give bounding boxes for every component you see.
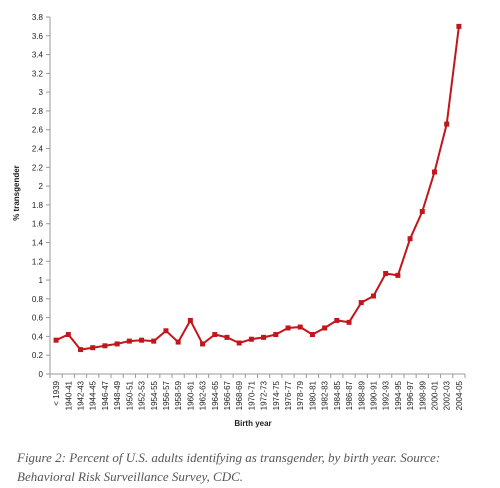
- data-point: [261, 334, 267, 340]
- data-point: [444, 121, 450, 127]
- data-point: [285, 325, 291, 331]
- x-tick-label: 1962-63: [199, 380, 208, 410]
- data-point: [407, 236, 413, 242]
- x-tick-label: 1992-93: [382, 380, 391, 410]
- y-tick-label: 2: [39, 182, 44, 191]
- x-tick-label: 2004-05: [455, 380, 464, 410]
- x-tick-label: 1946-47: [101, 380, 110, 410]
- series-transgender: [53, 23, 462, 353]
- x-tick-label: 1970-71: [247, 380, 256, 410]
- y-tick-label: 0: [39, 370, 44, 379]
- data-point: [187, 317, 193, 323]
- y-tick-label: 1.2: [32, 257, 44, 266]
- x-tick-label: 1944-45: [89, 380, 98, 410]
- data-point: [334, 317, 340, 323]
- y-tick-label: 0.6: [32, 314, 44, 323]
- data-point: [114, 341, 120, 347]
- x-tick-label: 1954-55: [150, 380, 159, 410]
- data-point: [90, 345, 96, 351]
- x-tick-label: 2000-01: [430, 380, 439, 410]
- data-point: [200, 341, 206, 347]
- data-point: [212, 332, 218, 338]
- data-point: [175, 339, 181, 345]
- y-tick-label: 0.2: [32, 351, 44, 360]
- data-point: [322, 325, 328, 331]
- y-tick-label: 0.4: [32, 332, 44, 341]
- y-tick-label: 1.8: [32, 201, 44, 210]
- data-point: [395, 272, 401, 278]
- x-tick-label: 1974-75: [272, 380, 281, 410]
- x-tick-label: 1990-91: [369, 380, 378, 410]
- x-tick-label: 1998-99: [418, 380, 427, 410]
- y-tick-label: 0.8: [32, 295, 44, 304]
- x-tick-label: 1972-73: [260, 380, 269, 410]
- x-tick-label: 1968-69: [235, 380, 244, 410]
- x-tick-label: 1984-85: [333, 380, 342, 410]
- y-tick-label: 2.2: [32, 163, 44, 172]
- x-tick-label: 1958-59: [174, 380, 183, 410]
- x-axis-title: Birth year: [234, 419, 271, 428]
- y-tick-label: 3: [39, 88, 44, 97]
- x-tick-label: 1988-89: [357, 380, 366, 410]
- data-point: [139, 337, 145, 343]
- x-tick-label: 1964-65: [211, 380, 220, 410]
- x-tick-label: 2002-03: [443, 380, 452, 410]
- data-point: [151, 338, 157, 344]
- data-point: [456, 23, 462, 29]
- x-axis: < 1939 1940-41 1942-43 1944-45 1946-47 1948-4…: [49, 373, 466, 410]
- y-tick-label: 2.6: [32, 126, 44, 135]
- data-point: [65, 332, 71, 338]
- y-tick-label: 3.8: [32, 13, 44, 22]
- y-tick-label: 3.4: [32, 51, 44, 60]
- data-point: [358, 300, 364, 306]
- x-tick-label: 1986-87: [345, 380, 354, 410]
- data-point: [53, 337, 59, 343]
- x-tick-label: 1952-53: [138, 380, 147, 410]
- y-tick-label: 3.6: [32, 32, 44, 41]
- x-tick-label: 1956-57: [162, 380, 171, 410]
- data-point: [273, 332, 279, 338]
- x-tick-label: 1942-43: [77, 380, 86, 410]
- data-point: [297, 324, 303, 330]
- data-point: [126, 338, 132, 344]
- data-point: [163, 328, 169, 334]
- y-tick-label: 2.4: [32, 145, 44, 154]
- y-tick-label: 1: [39, 276, 44, 285]
- data-point: [309, 332, 315, 338]
- x-tick-label: < 1939: [52, 380, 61, 405]
- data-point: [431, 169, 437, 175]
- figure-caption: Figure 2: Percent of U.S. adults identif…: [17, 450, 441, 484]
- line-chart: 0 0.2 0.4 0.6 0.8 1 1.2 1.4 1.6 1.8 2 2.2 2.4 2.6 2.8 3…: [12, 13, 466, 428]
- data-point: [370, 293, 376, 299]
- x-tick-label: 1948-49: [113, 380, 122, 410]
- x-tick-label: 1976-77: [284, 380, 293, 410]
- y-tick-label: 3.2: [32, 69, 44, 78]
- data-point: [78, 347, 84, 353]
- data-point: [224, 334, 230, 340]
- x-tick-label: 1978-79: [296, 380, 305, 410]
- x-tick-label: 1996-97: [406, 380, 415, 410]
- y-tick-label: 1.4: [32, 238, 44, 247]
- x-tick-label: 1980-81: [308, 380, 317, 410]
- data-point: [383, 270, 389, 276]
- y-tick-label: 1.6: [32, 220, 44, 229]
- data-point: [419, 208, 425, 214]
- data-point: [102, 343, 108, 349]
- y-tick-label: 2.8: [32, 107, 44, 116]
- data-point: [346, 319, 352, 325]
- y-axis-title: % transgender: [12, 165, 21, 221]
- x-tick-label: 1940-41: [64, 380, 73, 410]
- x-tick-label: 1960-61: [186, 380, 195, 410]
- x-tick-label: 1994-95: [394, 380, 403, 410]
- series-line: [55, 26, 460, 351]
- data-point: [236, 340, 242, 346]
- x-tick-label: 1966-67: [223, 380, 232, 410]
- x-tick-label: 1982-83: [321, 380, 330, 410]
- x-tick-label: 1950-51: [125, 380, 134, 410]
- data-point: [248, 336, 254, 342]
- y-axis: 0 0.2 0.4 0.6 0.8 1 1.2 1.4 1.6 1.8 2 2.2 2.4 2.6 2.8 3…: [32, 13, 51, 379]
